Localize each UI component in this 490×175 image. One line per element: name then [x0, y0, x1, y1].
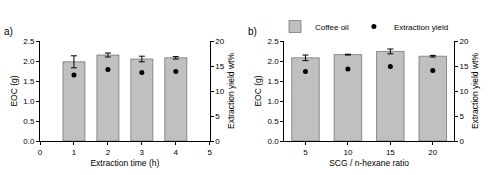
svg-text:Coffee oil: Coffee oil: [315, 23, 349, 32]
svg-text:15: 15: [215, 62, 224, 71]
svg-text:b): b): [248, 26, 257, 37]
svg-text:Extraction yield wt%: Extraction yield wt%: [226, 53, 236, 129]
svg-text:2.0: 2.0: [268, 57, 280, 66]
svg-text:1.0: 1.0: [268, 97, 280, 106]
svg-text:0.0: 0.0: [268, 137, 280, 146]
svg-text:SCG / n-hexane ratio: SCG / n-hexane ratio: [329, 158, 409, 168]
svg-text:1.5: 1.5: [268, 77, 280, 86]
svg-text:2.0: 2.0: [23, 57, 35, 66]
svg-text:10: 10: [215, 87, 224, 96]
svg-text:0.5: 0.5: [268, 117, 280, 126]
svg-text:5: 5: [460, 112, 465, 121]
svg-text:15: 15: [460, 62, 469, 71]
svg-text:5: 5: [208, 148, 213, 157]
svg-text:5: 5: [303, 148, 308, 157]
svg-text:2: 2: [106, 148, 111, 157]
svg-text:0.5: 0.5: [23, 117, 35, 126]
svg-text:0: 0: [460, 137, 465, 146]
svg-text:Extraction time (h): Extraction time (h): [90, 158, 159, 168]
svg-text:1.0: 1.0: [23, 97, 35, 106]
svg-text:3: 3: [140, 148, 145, 157]
svg-text:20: 20: [428, 148, 437, 157]
svg-text:5: 5: [215, 112, 220, 121]
svg-text:0: 0: [38, 148, 43, 157]
svg-text:20: 20: [460, 37, 469, 46]
svg-text:1.5: 1.5: [23, 77, 35, 86]
svg-text:4: 4: [174, 148, 179, 157]
svg-text:2.5: 2.5: [23, 37, 35, 46]
svg-text:2.5: 2.5: [268, 37, 280, 46]
svg-text:a): a): [4, 26, 13, 37]
svg-text:Extraction yield: Extraction yield: [394, 23, 448, 32]
svg-text:0.0: 0.0: [23, 137, 35, 146]
svg-text:Extraction yield wt%: Extraction yield wt%: [470, 53, 480, 129]
svg-text:0: 0: [215, 137, 220, 146]
svg-text:15: 15: [386, 148, 395, 157]
svg-text:1: 1: [72, 148, 77, 157]
svg-text:10: 10: [460, 87, 469, 96]
svg-text:10: 10: [343, 148, 352, 157]
svg-text:20: 20: [215, 37, 224, 46]
svg-text:EOC (g): EOC (g): [253, 75, 263, 106]
svg-text:EOC (g): EOC (g): [9, 75, 19, 106]
